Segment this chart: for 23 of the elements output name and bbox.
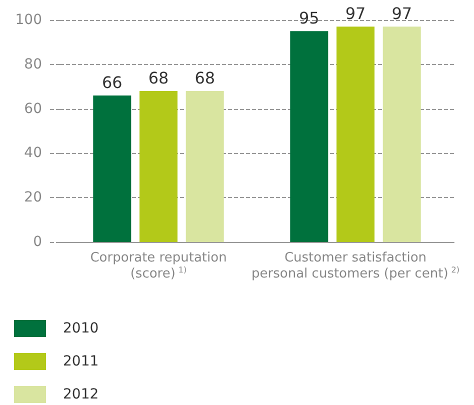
bar: [336, 26, 374, 242]
y-tick-label: 20: [24, 190, 42, 206]
legend-label: 2011: [63, 354, 99, 370]
bar: [93, 95, 132, 242]
bar: [382, 26, 421, 242]
y-tick-label: 80: [24, 56, 42, 72]
legend-label: 2010: [63, 320, 99, 336]
y-tick-label: 0: [33, 234, 42, 250]
bar: [140, 91, 178, 242]
y-tick-label: 40: [24, 145, 42, 162]
data-label: 68: [148, 68, 169, 88]
data-label: 95: [298, 8, 320, 28]
bar: [186, 91, 224, 242]
legend-label: 2012: [63, 386, 99, 402]
data-label: 66: [102, 72, 122, 92]
data-label: 97: [345, 4, 366, 24]
y-tick-label: 60: [24, 100, 42, 117]
data-label: 68: [194, 68, 216, 88]
data-label: 97: [392, 4, 412, 24]
x-tick-label: Customer satisfaction personal customers (per cent)2): [252, 250, 460, 282]
bar: [290, 31, 328, 242]
y-tick-label: 100: [15, 12, 42, 28]
x-tick-label: Corporate reputation (score)1): [90, 250, 227, 282]
